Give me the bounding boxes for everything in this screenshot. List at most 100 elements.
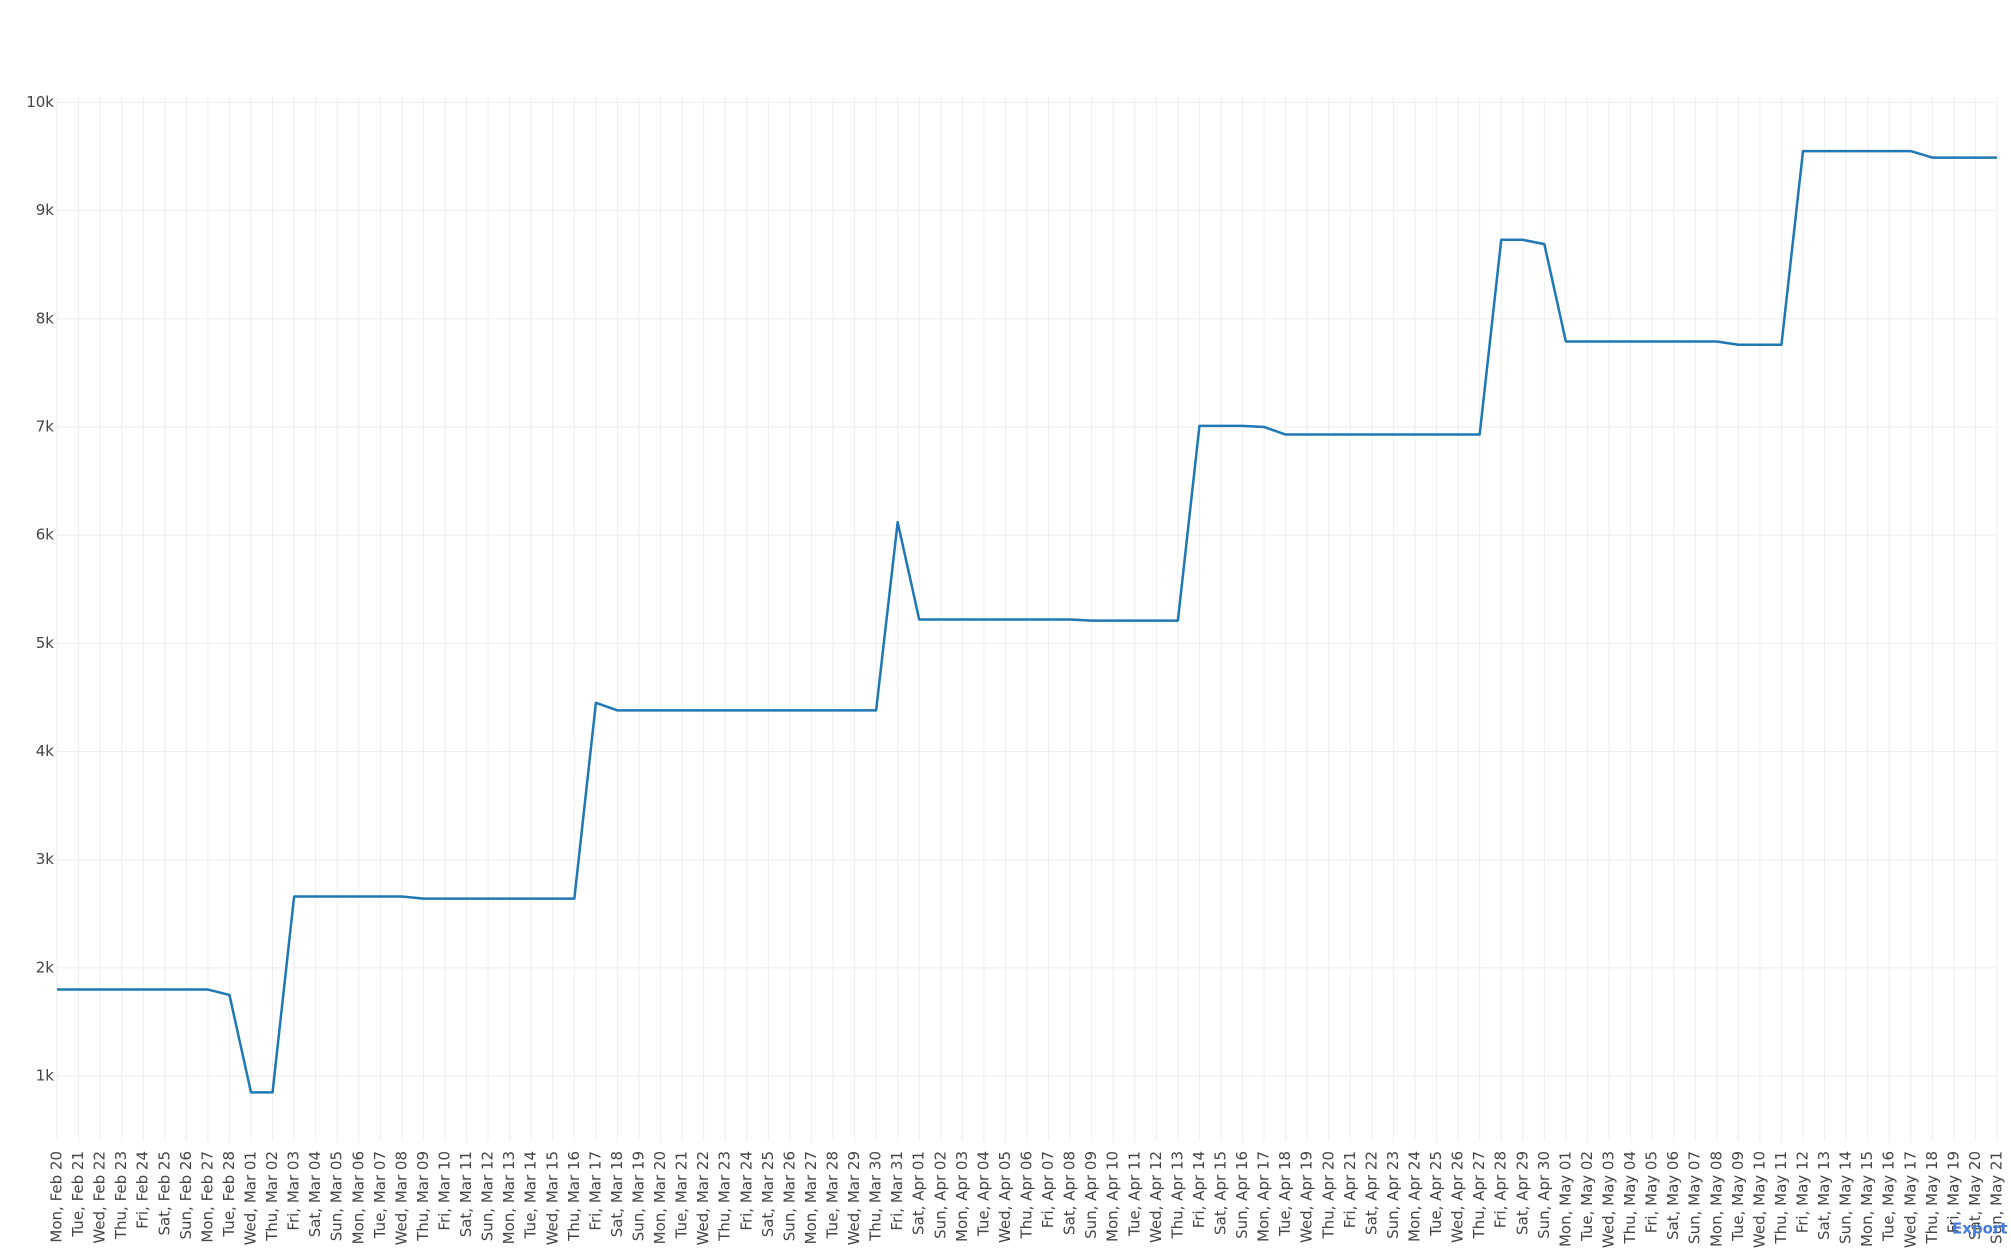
x-tick-label: Mon, Mar 27	[802, 1151, 820, 1244]
x-tick-label: Fri, Mar 03	[285, 1151, 303, 1231]
x-tick-label: Sun, Mar 05	[328, 1151, 346, 1241]
x-tick-label: Sat, Apr 29	[1513, 1151, 1531, 1235]
x-tick-label: Mon, Mar 06	[349, 1151, 367, 1244]
x-tick-label: Mon, Apr 24	[1406, 1151, 1424, 1242]
x-tick-label: Tue, Feb 21	[69, 1151, 87, 1238]
x-tick-label: Wed, Feb 22	[91, 1151, 109, 1244]
y-tick-label: 2k	[36, 958, 55, 976]
x-tick-label: Tue, Mar 14	[522, 1151, 540, 1239]
x-tick-label: Mon, Feb 27	[198, 1151, 216, 1243]
x-tick-label: Wed, May 03	[1600, 1151, 1618, 1248]
x-tick-label: Sat, Apr 08	[1061, 1151, 1079, 1235]
x-tick-label: Thu, May 18	[1923, 1151, 1941, 1245]
x-tick-label: Sun, Apr 30	[1535, 1151, 1553, 1239]
x-tick-label: Fri, May 12	[1794, 1151, 1812, 1233]
x-tick-label: Fri, Apr 21	[1341, 1151, 1359, 1228]
x-tick-label: Sun, Mar 19	[630, 1151, 648, 1241]
x-tick-label: Thu, Mar 16	[565, 1151, 583, 1242]
x-tick-label: Sun, Mar 12	[479, 1151, 497, 1241]
x-tick-label: Thu, Apr 27	[1470, 1151, 1488, 1240]
x-tick-label: Mon, Apr 17	[1255, 1151, 1273, 1242]
line-series	[57, 149, 1997, 1094]
x-tick-label: Sat, Mar 11	[457, 1151, 475, 1237]
x-tick-label: Wed, May 17	[1901, 1151, 1919, 1248]
x-tick-label: Wed, Apr 05	[996, 1151, 1014, 1243]
x-tick-label: Tue, Apr 18	[1276, 1151, 1294, 1237]
x-tick-label: Sat, Apr 01	[910, 1151, 928, 1235]
x-tick-label: Tue, Apr 25	[1427, 1151, 1445, 1237]
x-tick-label: Thu, May 04	[1621, 1151, 1639, 1245]
x-tick-label: Wed, Mar 08	[392, 1151, 410, 1245]
x-tick-label: Fri, May 05	[1643, 1151, 1661, 1233]
x-tick-label: Fri, Apr 14	[1190, 1151, 1208, 1228]
x-tick-label: Wed, Apr 19	[1298, 1151, 1316, 1243]
x-tick-label: Fri, Mar 10	[436, 1151, 454, 1231]
export-link[interactable]: Export	[1952, 1220, 2008, 1238]
x-tick-label: Sat, Mar 25	[759, 1151, 777, 1237]
x-tick-label: Tue, Mar 28	[824, 1151, 842, 1239]
x-tick-label: Sat, Mar 18	[608, 1151, 626, 1237]
x-tick-label: Thu, Feb 23	[112, 1151, 130, 1240]
y-tick-label: 6k	[36, 526, 55, 544]
x-tick-label: Mon, May 15	[1858, 1151, 1876, 1247]
x-tick-label: Thu, Mar 30	[867, 1151, 885, 1242]
x-tick-label: Tue, May 16	[1880, 1151, 1898, 1242]
x-tick-label: Fri, Mar 17	[586, 1151, 604, 1231]
x-tick-label: Sun, Apr 16	[1233, 1151, 1251, 1239]
x-tick-label: Tue, Feb 28	[220, 1151, 238, 1238]
x-tick-label: Thu, May 11	[1772, 1151, 1790, 1245]
x-tick-label: Sat, May 06	[1664, 1151, 1682, 1240]
x-tick-label: Tue, May 02	[1578, 1151, 1596, 1242]
x-tick-label: Fri, Feb 24	[134, 1151, 152, 1229]
x-tick-label: Sun, Feb 26	[177, 1151, 195, 1239]
x-tick-label: Tue, May 09	[1729, 1151, 1747, 1242]
x-tick-label: Thu, Mar 02	[263, 1151, 281, 1242]
x-tick-label: Mon, Apr 10	[1104, 1151, 1122, 1242]
x-tick-label: Wed, Mar 01	[242, 1151, 260, 1245]
x-tick-label: Tue, Mar 21	[673, 1151, 691, 1239]
y-tick-label: 10k	[26, 93, 54, 111]
x-tick-label: Sat, May 13	[1815, 1151, 1833, 1240]
x-tick-label: Thu, Mar 23	[716, 1151, 734, 1242]
y-tick-label: 1k	[36, 1067, 55, 1085]
x-tick-label: Fri, Apr 07	[1039, 1151, 1057, 1228]
x-tick-label: Fri, May 19	[1944, 1151, 1962, 1233]
x-tick-label: Sun, May 07	[1686, 1151, 1704, 1244]
y-tick-label: 9k	[36, 201, 55, 219]
x-tick-label: Sat, Mar 04	[306, 1151, 324, 1237]
y-tick-label: 8k	[36, 309, 55, 327]
x-tick-label: Wed, Mar 15	[543, 1151, 561, 1245]
x-tick-label: Sun, Apr 09	[1082, 1151, 1100, 1239]
x-tick-label: Sat, Apr 22	[1362, 1151, 1380, 1235]
x-tick-label: Mon, Apr 03	[953, 1151, 971, 1242]
x-tick-label: Thu, Apr 13	[1168, 1151, 1186, 1240]
x-tick-label: Fri, Mar 31	[888, 1151, 906, 1231]
x-tick-label: Sat, May 20	[1966, 1151, 1984, 1240]
x-tick-label: Thu, Apr 20	[1319, 1151, 1337, 1240]
x-tick-label: Sat, Apr 15	[1212, 1151, 1230, 1235]
x-tick-label: Mon, Mar 20	[651, 1151, 669, 1244]
x-tick-label: Mon, Mar 13	[500, 1151, 518, 1244]
y-tick-label: 3k	[36, 850, 55, 868]
y-tick-label: 4k	[36, 742, 55, 760]
x-tick-label: Wed, Mar 29	[845, 1151, 863, 1245]
y-tick-label: 7k	[36, 417, 55, 435]
x-tick-label: Thu, Mar 09	[414, 1151, 432, 1242]
x-tick-label: Fri, Mar 24	[737, 1151, 755, 1231]
x-tick-label: Sun, Apr 02	[931, 1151, 949, 1239]
x-tick-label: Sun, May 14	[1837, 1151, 1855, 1244]
x-tick-label: Wed, Mar 22	[694, 1151, 712, 1245]
x-tick-label: Sun, Mar 26	[780, 1151, 798, 1241]
x-tick-label: Fri, Apr 28	[1492, 1151, 1510, 1228]
x-tick-label: Sat, Feb 25	[155, 1151, 173, 1236]
y-tick-label: 5k	[36, 634, 55, 652]
x-tick-label: Sun, Apr 23	[1384, 1151, 1402, 1239]
x-tick-label: Thu, Apr 06	[1018, 1151, 1036, 1240]
x-tick-label: Mon, Feb 20	[48, 1151, 66, 1243]
x-tick-label: Wed, Apr 12	[1147, 1151, 1165, 1243]
x-tick-label: Tue, Apr 11	[1125, 1151, 1143, 1237]
x-tick-label: Mon, May 08	[1707, 1151, 1725, 1247]
x-tick-label: Sun, May 21	[1988, 1151, 2006, 1244]
